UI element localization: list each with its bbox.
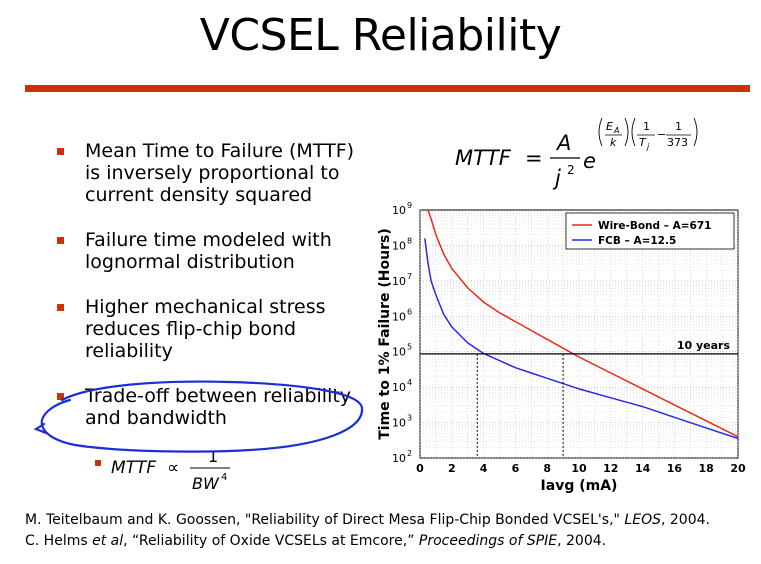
bullet-line: reduces flip-chip bond (85, 318, 297, 340)
y-tick-exponent: 7 (407, 272, 412, 281)
x-tick-label: 0 (416, 462, 424, 475)
x-tick-label: 6 (512, 462, 520, 475)
y-tick-label: 10 (392, 417, 406, 430)
references: M. Teitelbaum and K. Goossen, "Reliabili… (25, 510, 755, 552)
x-tick-label: 8 (543, 462, 551, 475)
formula-tj: T (639, 136, 647, 149)
y-tick-exponent: 4 (407, 378, 412, 387)
y-tick-label: 10 (392, 310, 406, 323)
formula-ea-sub: A (613, 126, 619, 135)
ten-years-label: 10 years (677, 339, 731, 352)
y-axis-label: Time to 1% Failure (Hours) (377, 228, 393, 440)
formula-exp-base: e (583, 149, 596, 173)
x-tick-label: 14 (635, 462, 651, 475)
bandwidth-formula: MTTF ∝ 1 BW 4 (111, 447, 230, 493)
bullet-square-icon (57, 237, 64, 244)
legend-box (565, 212, 735, 250)
formula-one: 1 (643, 120, 650, 133)
title-divider (25, 85, 750, 92)
x-tick-label: 2 (448, 462, 456, 475)
y-tick-label: 10 (392, 204, 406, 217)
formula-sub-exp: 4 (221, 472, 227, 483)
formula-k: k (610, 136, 617, 149)
formula-tj-sub: j (646, 142, 650, 151)
bullet-line: and bandwidth (85, 407, 227, 429)
bullet-line: Failure time modeled with (85, 229, 332, 251)
formula-tref: 373 (667, 136, 688, 149)
x-tick-label: 20 (730, 462, 746, 475)
y-tick-label: 10 (392, 239, 406, 252)
formula-num: A (555, 131, 571, 155)
x-axis-label: Iavg (mA) (541, 478, 618, 494)
formula-den-exp: 2 (567, 163, 575, 177)
y-tick-exponent: 3 (407, 414, 412, 423)
svg-text:−: − (657, 128, 666, 141)
y-tick-label: 10 (392, 452, 406, 465)
reference-line: M. Teitelbaum and K. Goossen, "Reliabili… (25, 512, 710, 528)
bullet-line: current density squared (85, 184, 313, 206)
y-tick-exponent: 9 (407, 201, 412, 210)
formula-sub-num: 1 (208, 447, 218, 466)
bullet-line: Trade-off between reliability (85, 385, 352, 407)
y-tick-exponent: 5 (407, 343, 412, 352)
y-tick-label: 10 (392, 346, 406, 359)
bullet-line: is inversely proportional to (85, 162, 340, 184)
reference-line: C. Helms et al, “Reliability of Oxide VC… (25, 533, 607, 549)
bullet-item: Mean Time to Failure (MTTF) is inversely… (55, 140, 375, 206)
y-tick-exponent: 2 (407, 449, 412, 458)
slide-title: VCSEL Reliability (199, 10, 562, 61)
x-tick-label: 12 (603, 462, 618, 475)
x-tick-label: 18 (699, 462, 714, 475)
bullet-line: lognormal distribution (85, 251, 295, 273)
x-tick-label: 16 (667, 462, 683, 475)
formula-lhs: MTTF (455, 146, 512, 170)
series-lines: 10 years (420, 209, 739, 458)
formula-equals: = (525, 146, 543, 170)
bullet-item: Failure time modeled with lognormal dist… (55, 229, 375, 273)
sub-bullet-formula: MTTF ∝ 1 BW 4 (95, 445, 255, 495)
formula-sub-den: BW (192, 474, 220, 493)
x-tick-label: 10 (571, 462, 587, 475)
bullet-square-icon (57, 393, 64, 400)
bullet-line: reliability (85, 340, 173, 362)
sub-bullet-square-icon (95, 460, 101, 466)
y-tick-label: 10 (392, 275, 406, 288)
bullet-line: Mean Time to Failure (MTTF) (85, 140, 355, 162)
series-line-0 (427, 209, 739, 438)
bullet-square-icon (57, 304, 64, 311)
bullet-item: Higher mechanical stress reduces flip-ch… (55, 296, 375, 362)
formula-ea: E (606, 120, 613, 133)
y-tick-label: 10 (392, 381, 406, 394)
formula-one: 1 (675, 120, 682, 133)
legend-entry: FCB – A=12.5 (598, 235, 676, 247)
formula-den: j (552, 166, 561, 190)
bullet-list: Mean Time to Failure (MTTF) is inversely… (55, 140, 375, 452)
legend-entry: Wire-Bond – A=671 (598, 220, 711, 232)
legend: Wire-Bond – A=671 FCB – A=12.5 (565, 212, 735, 250)
y-tick-exponent: 6 (407, 307, 412, 316)
x-tick-label: 4 (480, 462, 488, 475)
formula-sub-lhs: MTTF (111, 458, 156, 478)
formula-sub-prop: ∝ (167, 458, 179, 478)
y-tick-exponent: 8 (407, 236, 412, 245)
bullet-item: Trade-off between reliability and bandwi… (55, 385, 375, 429)
series-line-1 (424, 238, 739, 440)
mttf-formula: MTTF = A j 2 e E A k 1 T j − 1 373 (455, 117, 698, 190)
bullet-line: Higher mechanical stress (85, 296, 326, 318)
bullet-square-icon (57, 148, 64, 155)
